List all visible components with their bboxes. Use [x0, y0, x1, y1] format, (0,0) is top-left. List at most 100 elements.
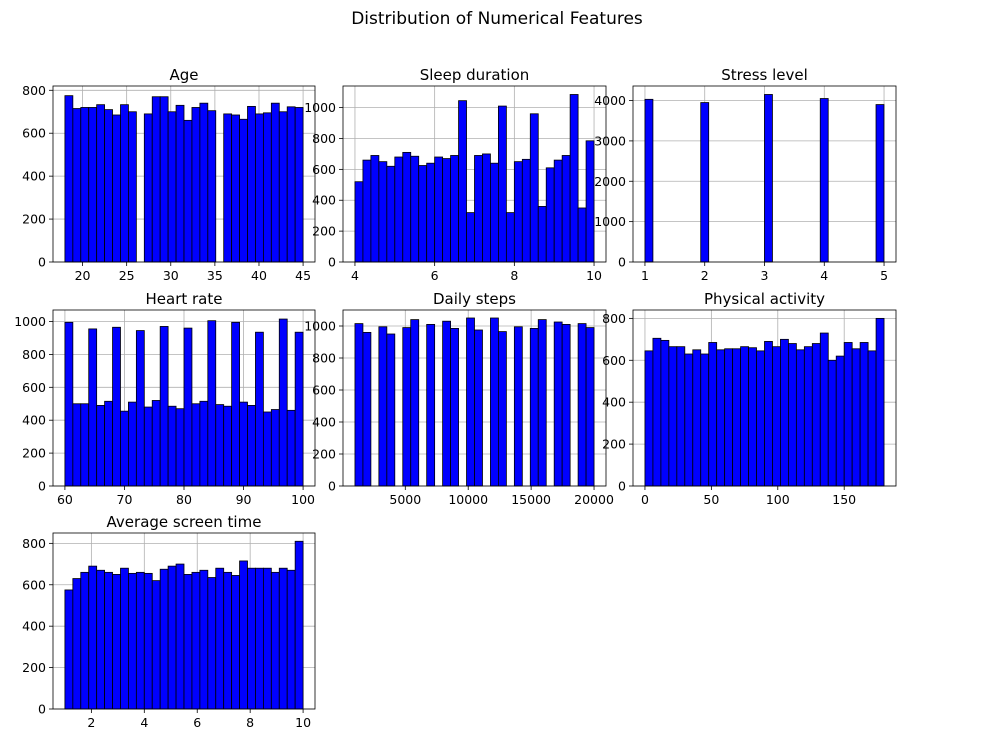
y-tick-label: 800	[312, 351, 336, 366]
y-tick-label: 0	[618, 255, 626, 270]
subplot-title: Heart rate	[146, 290, 223, 308]
x-tick-label: 45	[295, 268, 311, 283]
y-tick-label: 1000	[594, 214, 626, 229]
histogram-bar	[700, 353, 710, 487]
histogram-bar	[410, 319, 420, 487]
y-tick-label: 200	[312, 447, 336, 462]
x-tick-label: 3	[761, 268, 769, 283]
histogram-bar	[128, 111, 137, 263]
histogram-bar	[354, 323, 364, 487]
histogram-bar	[294, 107, 304, 263]
histogram-bar	[215, 567, 225, 710]
y-tick-label: 3000	[594, 133, 626, 148]
histogram-bar	[135, 330, 145, 487]
y-tick-label: 400	[312, 193, 336, 208]
histogram-bar	[215, 404, 225, 487]
histogram-bar	[684, 353, 694, 487]
histogram-bar	[207, 320, 217, 487]
x-tick-label: 80	[176, 492, 192, 507]
histogram-bar	[128, 401, 137, 487]
histogram-bar	[450, 155, 459, 263]
y-tick-label: 800	[22, 536, 46, 551]
subplot-daily-steps: 5000 10000 15000 20000 0 200 400 600 800 1000 Dail…	[304, 290, 614, 507]
histogram-bar	[255, 567, 264, 710]
histogram-bar	[394, 156, 404, 263]
histogram-bar	[239, 118, 248, 263]
histogram-bar	[135, 571, 145, 710]
y-tick-label: 600	[22, 577, 46, 592]
y-tick-label: 800	[312, 131, 336, 146]
subplot-title: Sleep duration	[420, 66, 530, 84]
x-tick-label: 50	[703, 492, 719, 507]
histogram-bar	[505, 212, 515, 263]
histogram-bar	[402, 151, 412, 263]
x-tick-label: 5000	[389, 492, 421, 507]
histogram-bar	[175, 408, 185, 487]
y-tick-label: 200	[312, 224, 336, 239]
x-tick-label: 10	[586, 268, 602, 283]
histogram-bar	[819, 332, 829, 487]
histogram-bar	[386, 333, 396, 487]
histogram-bar	[585, 327, 595, 487]
histogram-bar	[183, 327, 193, 487]
x-tick-label: 5	[880, 268, 888, 283]
y-tick-label: 400	[312, 415, 336, 430]
histogram-bar	[386, 165, 396, 263]
histogram-bar	[354, 181, 364, 263]
histogram-bar	[96, 104, 106, 263]
histogram-bar	[402, 327, 412, 487]
histogram-bar	[120, 567, 129, 710]
subplot-age: 20 25 30 35 40 45 0 200 400 600 800 Age	[22, 66, 316, 283]
subplot-sleep-duration: 4 6 8 10 0 200 400 600 800 1000 Sleep duration	[304, 66, 607, 283]
histogram-bar	[529, 113, 539, 263]
histogram-bar	[278, 318, 288, 487]
histogram-bar	[143, 572, 153, 710]
histogram-bar	[795, 349, 805, 487]
histogram-bar	[819, 98, 829, 263]
y-tick-label: 200	[22, 660, 46, 675]
histogram-bar	[159, 326, 169, 487]
histogram-bar	[585, 140, 595, 263]
x-tick-label: 35	[207, 268, 223, 283]
histogram-bar	[104, 400, 113, 487]
histogram-bar	[851, 348, 861, 487]
histogram-bar	[426, 162, 436, 263]
histogram-bar	[207, 110, 217, 263]
bars-sleep-duration	[354, 94, 595, 263]
histogram-bar	[788, 343, 797, 487]
histogram-bar	[151, 580, 161, 710]
y-tick-label: 400	[22, 619, 46, 634]
histogram-bar	[286, 106, 296, 263]
histogram-bar	[72, 108, 82, 263]
histogram-bar	[474, 329, 483, 487]
histogram-bar	[199, 569, 209, 710]
histogram-bar	[120, 104, 129, 263]
bars-stress-level	[644, 94, 885, 263]
y-tick-label: 0	[618, 479, 626, 494]
histogram-bar	[255, 331, 264, 487]
histogram-bar	[561, 323, 571, 487]
x-tick-label: 30	[163, 268, 179, 283]
histogram-bar	[537, 206, 547, 263]
x-tick-label: 90	[236, 492, 252, 507]
plot-frame	[52, 532, 316, 710]
histogram-bar	[262, 567, 272, 710]
histogram-bar	[577, 207, 587, 263]
y-tick-label: 0	[328, 479, 336, 494]
y-tick-label: 600	[602, 353, 626, 368]
histogram-bar	[183, 119, 193, 263]
histogram-bar	[262, 112, 272, 263]
x-tick-label: 100	[766, 492, 790, 507]
x-tick-label: 8	[246, 715, 254, 730]
x-tick-label: 4	[140, 715, 148, 730]
histogram-bar	[652, 337, 662, 487]
histogram-bar	[96, 405, 106, 487]
histogram-bar	[247, 567, 256, 710]
histogram-bar	[426, 323, 436, 487]
histogram-bar	[88, 107, 98, 263]
histogram-bar	[561, 155, 571, 263]
x-tick-label: 6	[193, 715, 201, 730]
histogram-bar	[112, 574, 121, 710]
